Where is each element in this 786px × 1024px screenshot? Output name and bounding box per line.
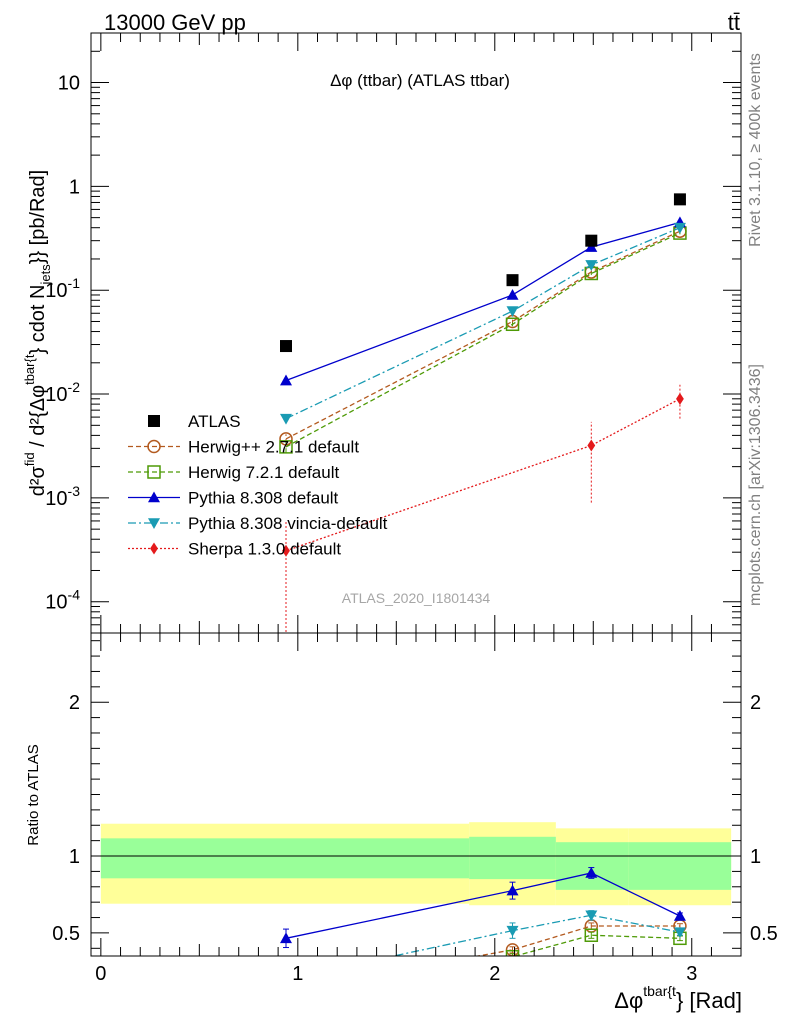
atlas-data-point (585, 234, 598, 247)
x-axis-label: Δφtbar{t} [Rad] (614, 983, 742, 1013)
atlas-data-point (506, 274, 519, 287)
sherpa-1-3-0-default-ratio-point (282, 1002, 290, 1014)
pythia-8-308-vincia-default-line (285, 227, 681, 420)
pythia-8-308-vincia-default-ratio-line (390, 914, 681, 956)
pythia-8-308-default-point (506, 288, 519, 300)
sherpa-1-3-0-default-point (676, 392, 684, 405)
herwig-7-2-1-default-line (285, 232, 681, 448)
sherpa-1-3-0-default-point (282, 544, 290, 557)
y-tick-label: 10-4 (45, 587, 80, 614)
y-tick-label: 10-2 (45, 379, 80, 406)
legend-marker-atlas (148, 415, 160, 427)
herwig-7-2-1-default-point (505, 317, 520, 332)
pythia-8-308-default-ratio-point (506, 884, 519, 896)
energy-label: 13000 GeV pp (104, 10, 246, 35)
ratio-y-tick-label: 0.5 (52, 923, 80, 945)
legend-marker-sherpa-1-3-0-default (150, 542, 158, 555)
herwig-7-2-1-default-ratio-point (505, 950, 520, 956)
legend-label-herwig-2-7-1-default: Herwig++ 2.7.1 default (188, 438, 359, 457)
analysis-tag: ATLAS_2020_I1801434 (342, 590, 491, 606)
pythia-8-308-vincia-default-ratio-point (585, 910, 598, 922)
pythia-8-308-vincia-default-point (673, 222, 686, 234)
ratio-y-tick-label-right: 0.5 (750, 923, 778, 945)
legend: ATLAS Herwig++ 2.7.1 default Herwig 7.2.1 … (128, 412, 388, 559)
pythia-8-308-vincia-default-ratio-point (673, 927, 686, 939)
sherpa-1-3-0-default-line (285, 398, 681, 552)
ratio-y-axis-label: Ratio to ATLAS (25, 744, 42, 845)
svg-text:Δφtbar{t} [Rad]: Δφtbar{t} [Rad] (614, 983, 742, 1013)
y-tick-label: 10 (58, 73, 80, 95)
pythia-8-308-vincia-default-point (585, 260, 598, 271)
x-tick-label: 3 (686, 963, 697, 985)
x-tick-label: 1 (292, 963, 303, 985)
pythia-8-308-vincia-default-point (506, 306, 519, 318)
legend-marker-herwig-7-2-1-default (147, 465, 161, 479)
herwig-7-2-1-default-ratio-line (512, 934, 680, 956)
legend-label-herwig-7-2-1-default: Herwig 7.2.1 default (188, 463, 339, 482)
y-tick-label: 1 (69, 176, 80, 198)
uncertainty-band-inner (100, 838, 470, 879)
main-y-axis-label: d²σfid / d²{Δφtbar{t} cdot Njets}} [pb/R… (22, 170, 53, 497)
uncertainty-band-inner (628, 842, 732, 890)
rivet-label: Rivet 3.1.10, ≥ 400k events (747, 53, 764, 247)
pythia-8-308-default-ratio-point (280, 932, 292, 944)
sherpa-1-3-0-default-point (587, 439, 596, 452)
atlas-data-point (280, 340, 292, 353)
ratio-y-tick-label-right: 1 (750, 846, 761, 868)
x-tick-label: 2 (489, 963, 500, 985)
legend-label-pythia-8-308-vincia-default: Pythia 8.308 vincia-default (188, 514, 388, 533)
ratio-y-tick-label: 2 (69, 692, 80, 714)
legend-label-atlas: ATLAS (188, 412, 241, 431)
herwig-7-2-1-default-ratio-point (280, 987, 292, 999)
pythia-8-308-default-ratio-point (585, 866, 598, 878)
ratio-panel: 0 1 2 3 2 2 1 1 0.5 0.5 Ratio to ATLAS Δφtbar{t} … (25, 632, 778, 1014)
pythia-8-308-default-ratio-line (285, 872, 681, 939)
pythia-8-308-default-point (280, 374, 292, 386)
main-panel: 10 1 10-1 10-2 10-3 10-4 Δφ (ttbar) (ATLAS tt… (22, 32, 742, 634)
pythia-8-308-default-line (285, 221, 681, 382)
herwig-2-7-1-default-ratio-line (474, 925, 680, 956)
svg-text:d²σfid / d²{Δφtbar{t} cdot Nje: d²σfid / d²{Δφtbar{t} cdot Njets}} [pb/R… (22, 170, 53, 497)
main-title: Δφ (ttbar) (ATLAS ttbar) (330, 71, 510, 90)
herwig-7-2-1-default-point (279, 440, 293, 454)
uncertainty-band-inner (555, 842, 629, 890)
legend-label-pythia-8-308-default: Pythia 8.308 default (188, 489, 339, 508)
sherpa-1-3-0-default-ratio-point (587, 1002, 595, 1014)
pythia-8-308-vincia-default-ratio-point (280, 974, 292, 985)
herwig-7-2-1-default-ratio-point (584, 928, 599, 942)
pythia-8-308-vincia-default-point (280, 413, 292, 425)
pythia-8-308-default-ratio-point (673, 910, 686, 921)
legend-marker-pythia-8-308-vincia-default (148, 518, 160, 529)
ratio-frame (90, 632, 742, 957)
herwig-2-7-1-default-line (285, 230, 681, 440)
y-tick-label: 10-3 (45, 483, 80, 510)
ratio-y-tick-label-right: 2 (750, 692, 761, 714)
mcplots-label: mcplots.cern.ch [arXiv:1306.3436] (747, 364, 764, 606)
uncertainty-band-inner (469, 836, 556, 880)
process-label: tt̄ (728, 10, 740, 35)
ratio-y-tick-label: 1 (69, 846, 80, 868)
legend-label-sherpa-1-3-0-default: Sherpa 1.3.0 default (188, 540, 341, 559)
x-tick-label: 0 (95, 963, 106, 985)
pythia-8-308-vincia-default-ratio-point (506, 925, 519, 937)
legend-marker-herwig-2-7-1-default (147, 439, 161, 454)
legend-marker-pythia-8-308-default (148, 491, 160, 503)
atlas-data-point (673, 193, 686, 206)
herwig-2-7-1-default-ratio-point (280, 984, 292, 996)
y-tick-label: 10-1 (45, 275, 80, 302)
